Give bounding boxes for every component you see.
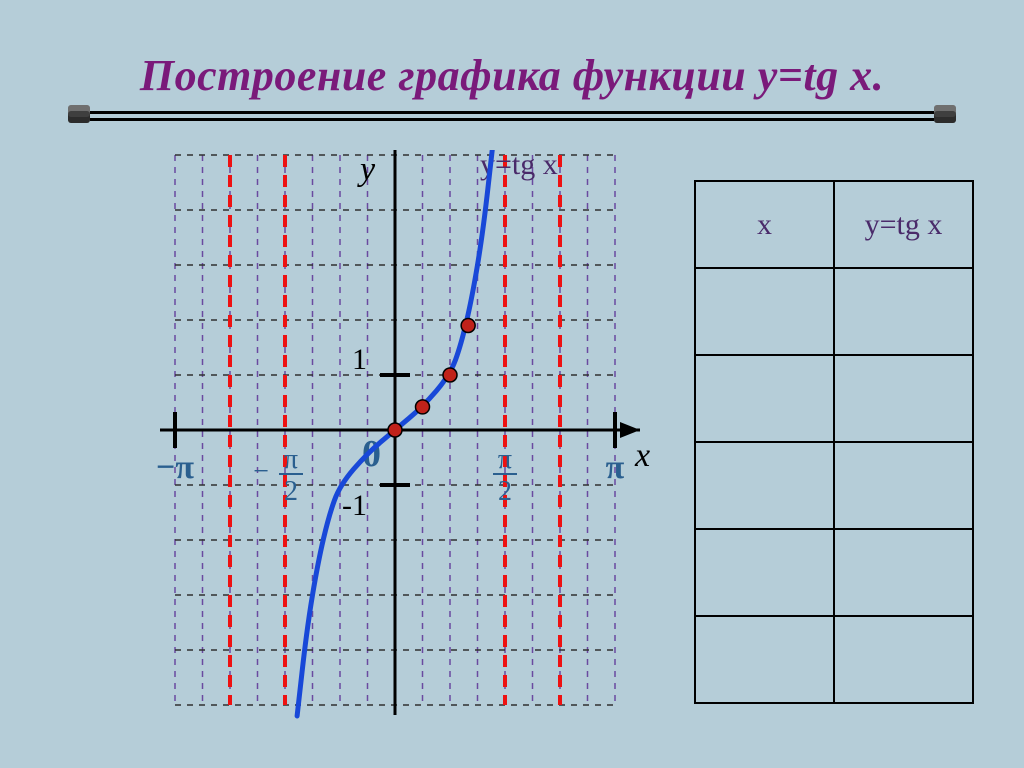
svg-text:x: x xyxy=(634,437,650,474)
table-cell xyxy=(834,268,973,355)
svg-text:y: y xyxy=(357,151,376,188)
svg-text:π: π xyxy=(284,444,298,475)
content: Построение графика функции y=tg x. 1-10−… xyxy=(40,30,984,738)
table-cell xyxy=(834,616,973,703)
table-cell xyxy=(834,442,973,529)
table-cell xyxy=(695,529,834,616)
table-row xyxy=(695,268,973,355)
table-header: x xyxy=(695,181,834,268)
table-cell xyxy=(695,355,834,442)
table-row xyxy=(695,442,973,529)
slide-title: Построение графика функции y=tg x. xyxy=(40,50,984,101)
slide: Построение графика функции y=tg x. 1-10−… xyxy=(0,0,1024,768)
svg-text:1: 1 xyxy=(352,343,367,376)
svg-text:π: π xyxy=(498,444,512,475)
svg-text:π: π xyxy=(606,449,625,486)
table-cell xyxy=(695,442,834,529)
table-cell xyxy=(834,355,973,442)
table-row xyxy=(695,616,973,703)
table-cell xyxy=(695,268,834,355)
rule-knob-right xyxy=(934,105,956,123)
svg-text:−: − xyxy=(253,456,269,487)
table-cell xyxy=(834,529,973,616)
title-wrap: Построение графика функции y=tg x. xyxy=(40,50,984,129)
table-row xyxy=(695,355,973,442)
svg-text:2: 2 xyxy=(284,476,298,507)
table-cell xyxy=(695,616,834,703)
rule-knob-left xyxy=(68,105,90,123)
svg-text:−π: −π xyxy=(156,449,194,486)
svg-text:2: 2 xyxy=(498,476,512,507)
rule-bar xyxy=(90,111,934,121)
svg-text:-1: -1 xyxy=(342,489,367,522)
tangent-chart: 1-10−π−π2π2πyxy=tg x xyxy=(60,150,670,720)
chart-svg: 1-10−π−π2π2πyxy=tg x xyxy=(60,150,670,720)
data-table: xy=tg x xyxy=(694,180,974,704)
table-row xyxy=(695,529,973,616)
table-header: y=tg x xyxy=(834,181,973,268)
value-table: xy=tg x xyxy=(694,180,974,690)
title-rule xyxy=(70,107,954,129)
